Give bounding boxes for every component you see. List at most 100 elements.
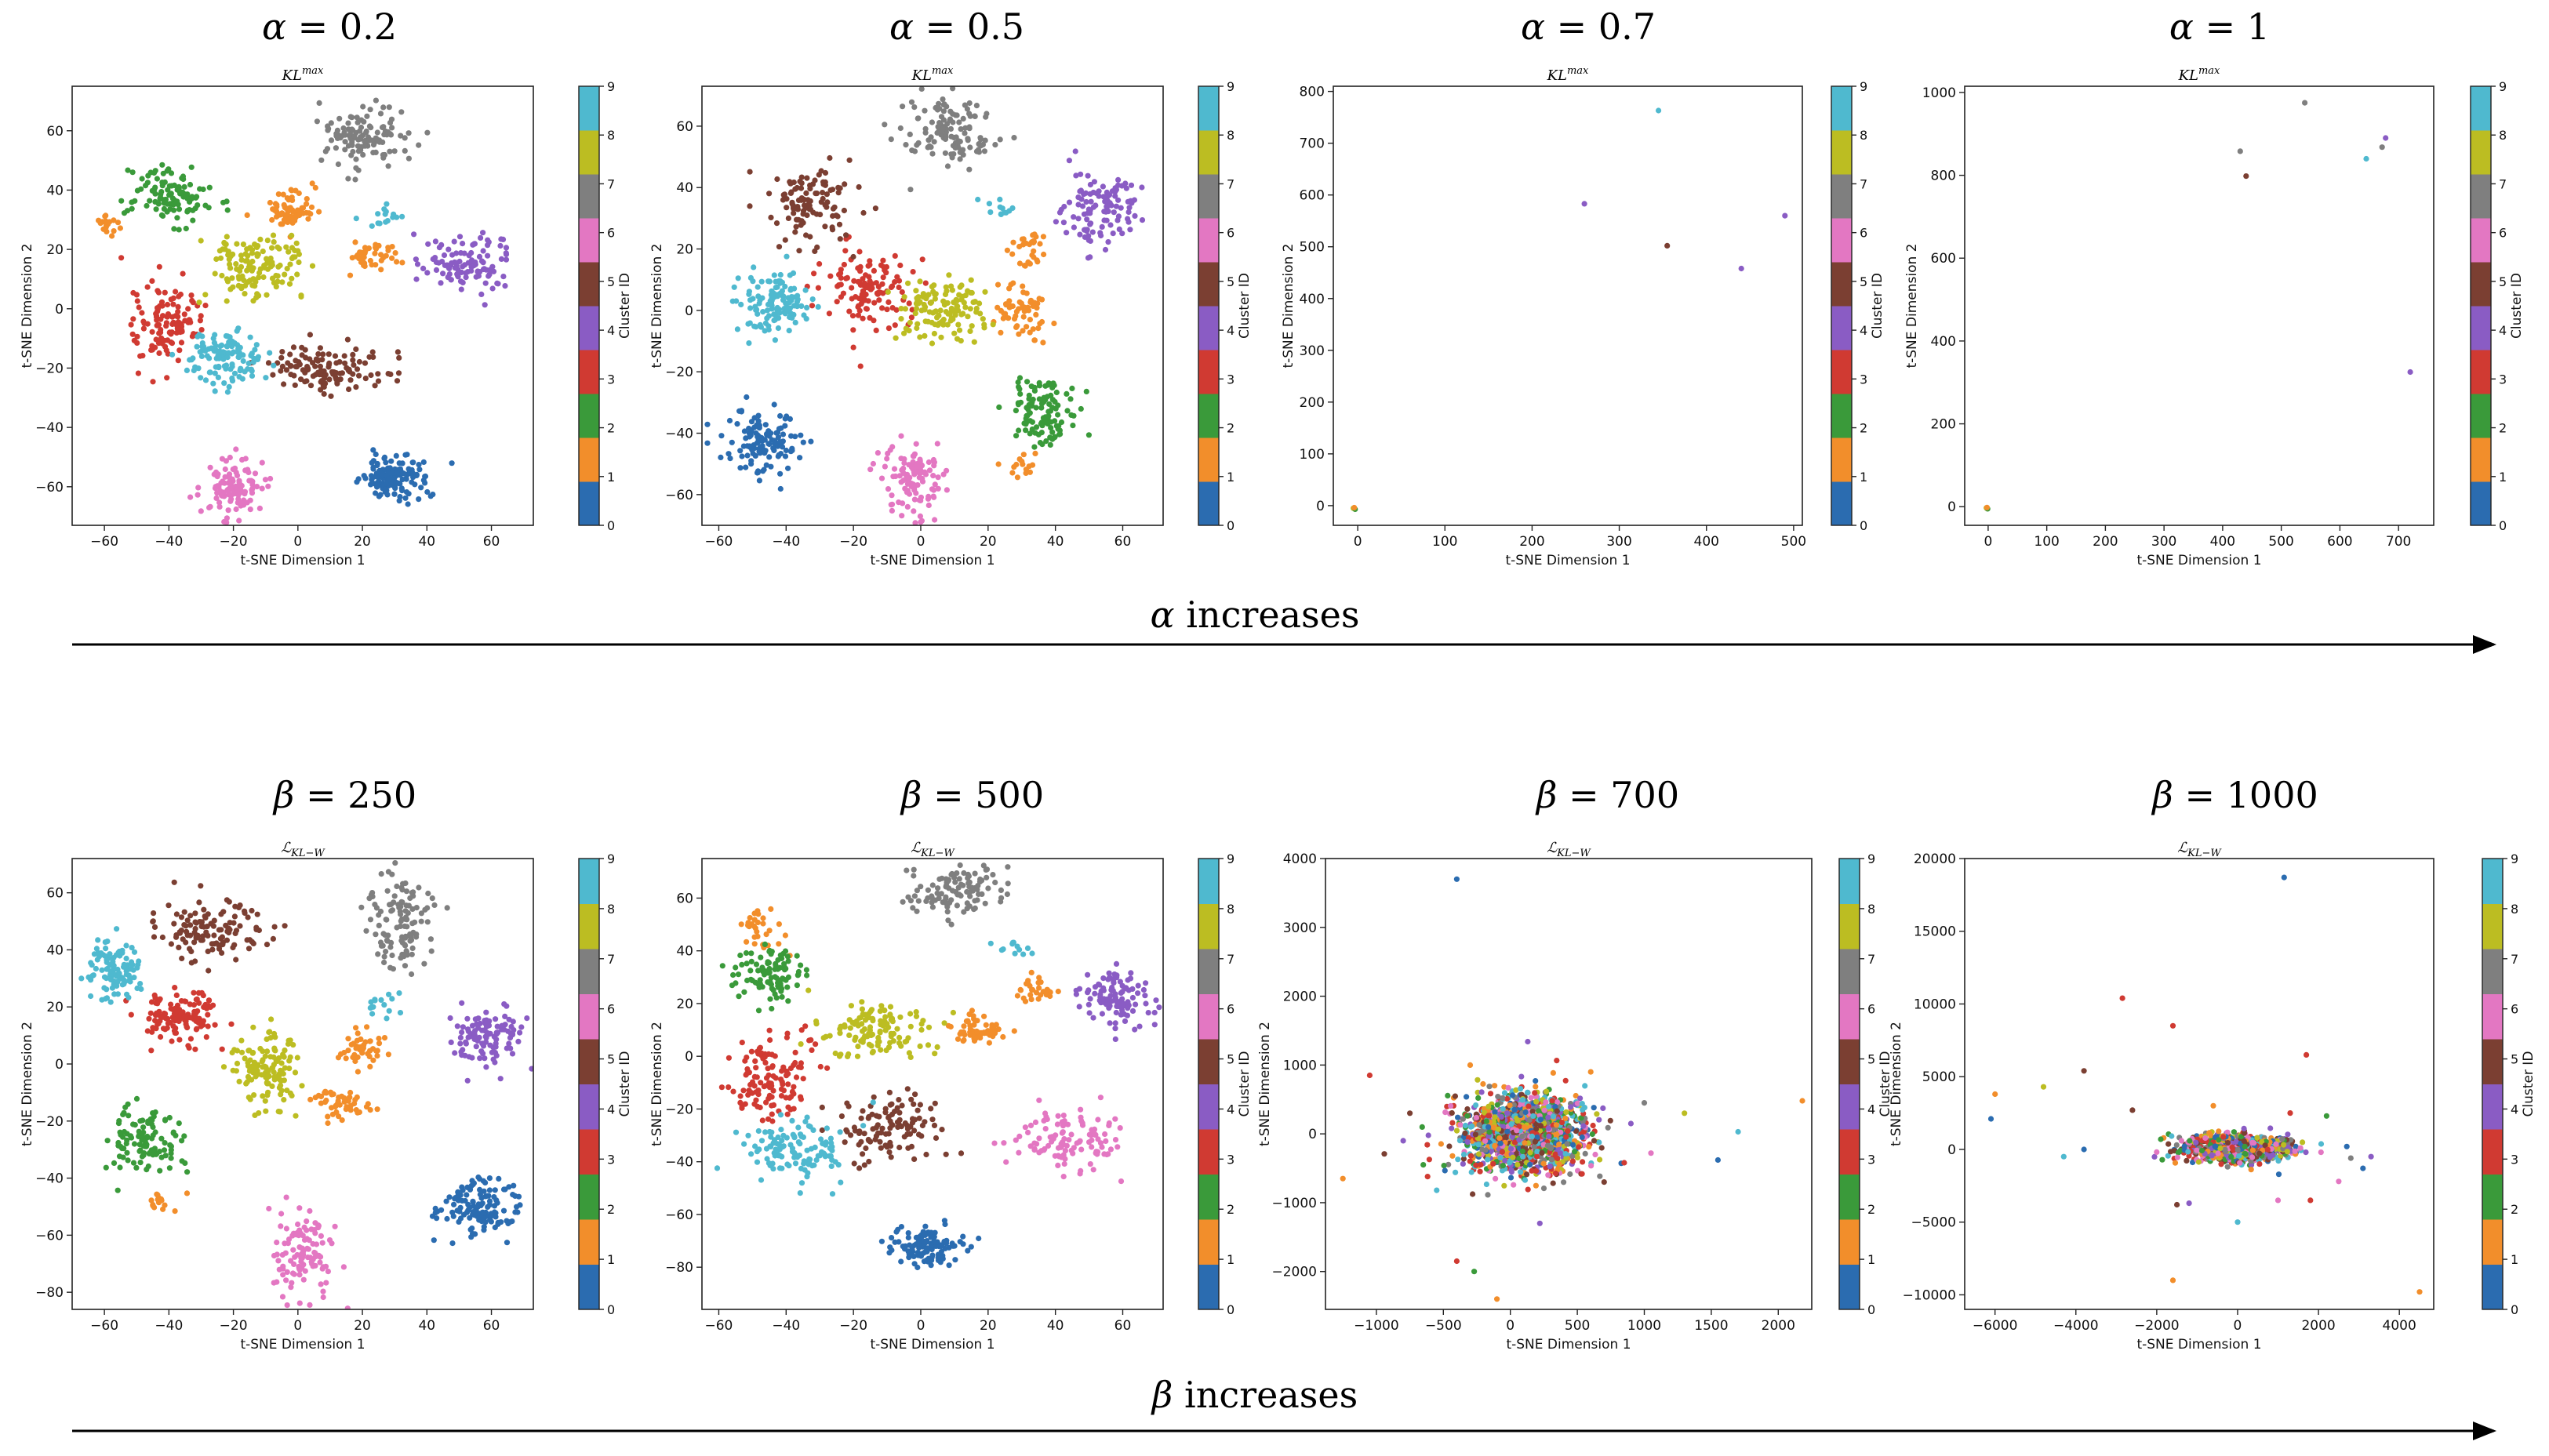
data-point [1019,236,1026,242]
data-point [242,908,248,914]
data-point [312,1095,318,1101]
x-tick-label: 600 [2327,534,2352,550]
data-point [501,1001,507,1008]
data-point [402,452,409,458]
data-point [476,253,483,260]
colorbar-tick-label: 9 [607,851,615,866]
data-point [127,979,133,985]
data-point [957,138,963,145]
data-point [304,364,311,370]
data-point [318,157,325,163]
x-tick-label: 20 [354,1318,371,1334]
data-point [1173,974,1178,979]
data-point [235,346,242,352]
data-point [751,1073,758,1080]
data-point [191,939,198,946]
data-point [936,1254,944,1261]
data-point [932,1100,938,1106]
data-point [943,894,949,900]
data-point [969,323,975,329]
data-point [211,917,217,924]
data-point [349,139,355,145]
data-point [793,1074,800,1080]
data-point [459,1197,465,1204]
data-point [344,336,351,343]
data-point [907,474,913,481]
data-point [822,223,828,230]
data-point [1125,219,1132,225]
data-point [369,349,376,355]
data-point [377,908,384,915]
data-point [265,360,272,366]
data-point [333,376,340,383]
data-point [368,137,374,143]
data-point [240,241,246,248]
data-point [791,210,797,216]
data-point [156,263,162,270]
data-point [748,1048,755,1055]
data-point [233,470,239,476]
data-point [104,957,110,963]
data-point [326,1237,333,1244]
data-point [909,1247,915,1253]
data-point [460,1024,467,1030]
data-point [735,971,742,978]
data-point [829,224,835,231]
data-point [165,337,171,343]
data-point [498,256,505,262]
data-point [1117,1125,1123,1131]
data-point [886,1250,893,1256]
data-point [497,1076,504,1082]
data-point [759,1117,765,1124]
data-point [1027,1143,1034,1149]
data-point [204,353,210,359]
data-point [152,184,158,191]
data-point [794,299,801,305]
data-point [769,1118,776,1124]
data-point [737,1099,744,1106]
data-point [737,1093,744,1099]
data-point [863,306,870,312]
data-point [278,1091,284,1098]
data-point [963,75,969,81]
data-point [93,946,100,952]
data-point [822,169,829,176]
data-point [207,464,213,470]
data-point [271,362,277,369]
data-point [1054,1121,1060,1127]
data-point [129,169,136,176]
data-point [1016,456,1023,463]
data-point [1076,1004,1082,1010]
data-point [294,1055,300,1061]
data-point [1056,209,1064,216]
data-point [911,1117,918,1123]
data-point [378,257,384,263]
data-point [256,274,262,281]
data-point [785,958,791,964]
data-point [1140,986,1147,993]
data-point [879,1125,885,1131]
data-point [819,1127,825,1134]
data-point [917,334,923,340]
colorbar-tick-label: 9 [1227,79,1235,94]
data-point [934,890,940,896]
data-point [972,299,978,305]
data-point [275,1074,282,1080]
data-point [205,1011,211,1018]
data-point [295,1221,301,1228]
data-point [911,104,918,111]
data-point [137,1118,144,1124]
data-point [181,909,187,915]
data-point [287,351,293,358]
data-point [391,491,398,497]
data-point [756,422,763,429]
data-point [482,1219,489,1225]
data-point [955,321,962,328]
data-point [1097,1140,1104,1146]
data-point [768,1080,774,1087]
y-tick-label: 0 [55,1057,64,1073]
data-point [795,292,801,299]
data-point [1006,298,1013,304]
data-point [1005,864,1011,870]
